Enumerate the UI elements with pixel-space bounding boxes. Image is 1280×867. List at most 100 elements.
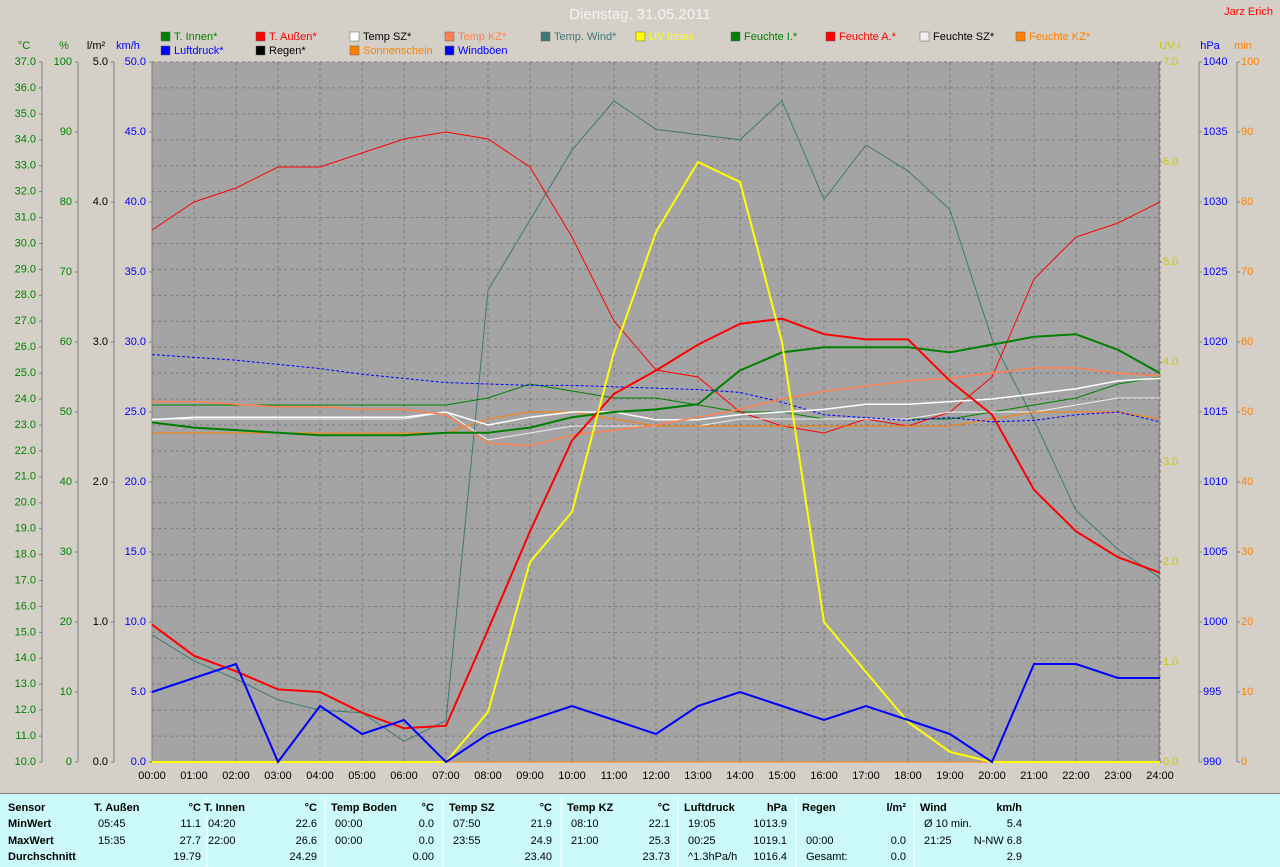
- axis-title: °C: [18, 40, 30, 52]
- y-tick-label: 18.0: [15, 548, 36, 560]
- x-tick-label: 19:00: [936, 770, 964, 782]
- x-tick-label: 01:00: [180, 770, 208, 782]
- axis-title: km/h: [116, 40, 140, 52]
- table-unit: °C: [540, 802, 552, 814]
- table-cell: 0.0: [891, 835, 906, 847]
- x-tick-label: 03:00: [264, 770, 292, 782]
- x-tick-label: 11:00: [601, 770, 628, 782]
- axis-title: hPa: [1200, 40, 1220, 52]
- table-cell: 22.6: [296, 818, 317, 830]
- y-tick-label: 1015: [1203, 406, 1227, 418]
- table-cell: 0.0: [419, 835, 434, 847]
- y-tick-label: 30.0: [125, 336, 146, 348]
- table-cell: 2.9: [1007, 851, 1022, 863]
- y-tick-label: 26.0: [15, 341, 36, 353]
- legend-swatch: [825, 31, 836, 42]
- legend-swatch: [1015, 31, 1026, 42]
- y-tick-label: 0.0: [93, 756, 108, 768]
- table-cell: 27.7: [180, 835, 201, 847]
- y-tick-label: 11.0: [15, 730, 36, 742]
- x-tick-label: 12:00: [642, 770, 670, 782]
- table-cell: 25.3: [649, 835, 670, 847]
- table-cell: 22.1: [649, 818, 670, 830]
- legend-swatch: [444, 45, 455, 56]
- legend-swatch: [444, 31, 455, 42]
- y-tick-label: 21.0: [15, 471, 36, 483]
- y-tick-label: 1035: [1203, 126, 1227, 138]
- y-tick-label: 23.0: [15, 419, 36, 431]
- y-tick-label: 100: [54, 56, 72, 68]
- table-cell: Ø 10 min.: [924, 818, 972, 830]
- row-label: MaxWert: [8, 835, 54, 847]
- y-tick-label: 3.0: [1163, 456, 1178, 468]
- y-tick-label: 80: [1241, 196, 1253, 208]
- x-tick-label: 05:00: [348, 770, 376, 782]
- x-tick-label: 18:00: [894, 770, 922, 782]
- y-tick-label: 1030: [1203, 196, 1227, 208]
- table-cell: 21.9: [531, 818, 552, 830]
- axis-title: UV-I: [1159, 40, 1180, 52]
- y-tick-label: 0: [1241, 756, 1247, 768]
- table-cell: 23.40: [524, 851, 552, 863]
- y-tick-label: 990: [1203, 756, 1221, 768]
- y-tick-label: 10: [1241, 686, 1253, 698]
- table-cell: 1019.1: [753, 835, 787, 847]
- y-tick-label: 0.0: [131, 756, 146, 768]
- table-background: [0, 794, 1280, 867]
- table-cell: 5.4: [1007, 818, 1022, 830]
- y-tick-label: 33.0: [15, 160, 36, 172]
- y-tick-label: 19.0: [15, 523, 36, 535]
- legend-swatch: [919, 31, 930, 42]
- axis-title: min: [1234, 40, 1252, 52]
- x-tick-label: 22:00: [1062, 770, 1090, 782]
- axis-title: l/m²: [87, 40, 106, 52]
- y-tick-label: 4.0: [1163, 356, 1178, 368]
- y-tick-label: 6.0: [1163, 156, 1178, 168]
- row-label: Durchschnitt: [8, 851, 76, 863]
- table-cell: 00:25: [688, 835, 716, 847]
- legend-label: Feuchte SZ*: [933, 31, 995, 43]
- legend-label: Windböen: [458, 45, 508, 57]
- x-tick-label: 14:00: [726, 770, 754, 782]
- legend-label: Temp. Wind*: [554, 31, 617, 43]
- y-tick-label: 16.0: [15, 600, 36, 612]
- table-header: Sensor: [8, 802, 46, 814]
- y-tick-label: 10: [60, 686, 72, 698]
- y-tick-label: 27.0: [15, 315, 36, 327]
- legend-label: Feuchte KZ*: [1029, 31, 1091, 43]
- x-tick-label: 15:00: [768, 770, 796, 782]
- series-line: [151, 333, 1161, 437]
- x-tick-label: 20:00: [978, 770, 1006, 782]
- y-tick-label: 5.0: [93, 56, 108, 68]
- table-header: Temp SZ: [449, 802, 495, 814]
- y-tick-label: 10.0: [125, 616, 146, 628]
- y-tick-label: 35.0: [125, 266, 146, 278]
- y-tick-label: 50.0: [125, 56, 146, 68]
- table-header: T. Innen: [204, 802, 245, 814]
- y-tick-label: 1020: [1203, 336, 1227, 348]
- y-tick-label: 12.0: [15, 704, 36, 716]
- x-tick-label: 04:00: [306, 770, 334, 782]
- x-tick-label: 00:00: [138, 770, 166, 782]
- table-cell: 0.00: [413, 851, 434, 863]
- y-tick-label: 22.0: [15, 445, 36, 457]
- table-cell: 05:45: [98, 818, 126, 830]
- x-tick-label: 09:00: [516, 770, 544, 782]
- y-tick-label: 50: [60, 406, 72, 418]
- y-tick-label: 14.0: [15, 652, 36, 664]
- table-cell: 19:05: [688, 818, 716, 830]
- table-cell: 24.9: [531, 835, 552, 847]
- legend-swatch: [349, 31, 360, 42]
- legend-label: UV Index: [649, 31, 695, 43]
- table-cell: 0.0: [891, 851, 906, 863]
- x-tick-label: 17:00: [852, 770, 880, 782]
- y-tick-label: 28.0: [15, 289, 36, 301]
- y-tick-label: 5.0: [1163, 256, 1178, 268]
- x-tick-label: 13:00: [684, 770, 712, 782]
- x-tick-label: 10:00: [558, 770, 586, 782]
- y-tick-label: 30.0: [15, 237, 36, 249]
- y-tick-label: 37.0: [15, 56, 36, 68]
- y-tick-label: 13.0: [15, 678, 36, 690]
- y-tick-label: 20.0: [15, 497, 36, 509]
